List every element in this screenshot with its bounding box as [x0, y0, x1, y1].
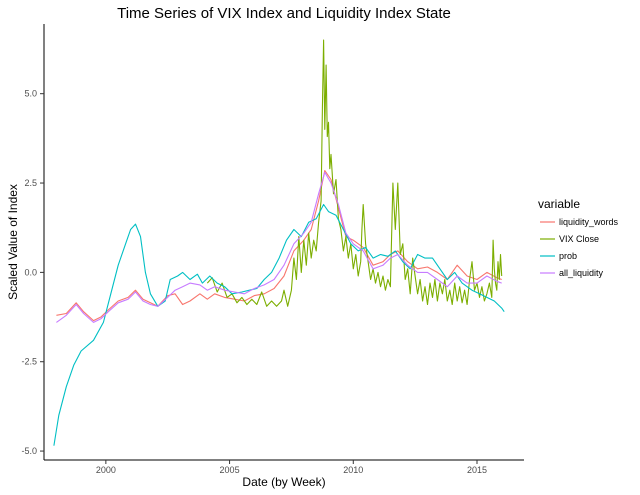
legend-title: variable	[538, 197, 580, 211]
x-tick-label: 2000	[96, 465, 116, 475]
legend-items: liquidity_words VIX Close prob all_liquidit…	[540, 217, 619, 278]
x-axis-title: Date (by Week)	[242, 475, 325, 489]
legend-label: liquidity_words	[559, 217, 619, 227]
y-tick-label: -5.0	[21, 446, 37, 456]
legend-label: prob	[559, 251, 577, 261]
series-line-all-liquidity	[56, 171, 502, 323]
series-line-vix-close	[206, 39, 503, 307]
x-tick-label: 2010	[343, 465, 363, 475]
y-axis-title: Scaled Value of Index	[6, 184, 20, 300]
chart-title: Time Series of VIX Index and Liquidity I…	[117, 5, 451, 22]
legend-label: VIX Close	[559, 234, 599, 244]
x-tick-label: 2005	[220, 465, 240, 475]
x-tick-label: 2015	[467, 465, 487, 475]
plot-area: 2000 2005 2010 2015 -5.0 -2.5 0.0 2.5 5.0	[21, 24, 524, 475]
x-axis-ticks: 2000 2005 2010 2015	[96, 460, 487, 475]
y-tick-label: 0.0	[24, 267, 37, 277]
y-axis-ticks: -5.0 -2.5 0.0 2.5 5.0	[21, 89, 44, 456]
y-tick-label: 5.0	[24, 89, 37, 99]
series-line-liquidity-words	[56, 169, 502, 322]
series-line-prob	[53, 203, 505, 446]
series-layer	[53, 39, 505, 446]
legend-label: all_liquidity	[559, 268, 604, 278]
legend: variable liquidity_words VIX Close prob all…	[538, 197, 619, 278]
y-tick-label: -2.5	[21, 357, 37, 367]
y-tick-label: 2.5	[24, 178, 37, 188]
